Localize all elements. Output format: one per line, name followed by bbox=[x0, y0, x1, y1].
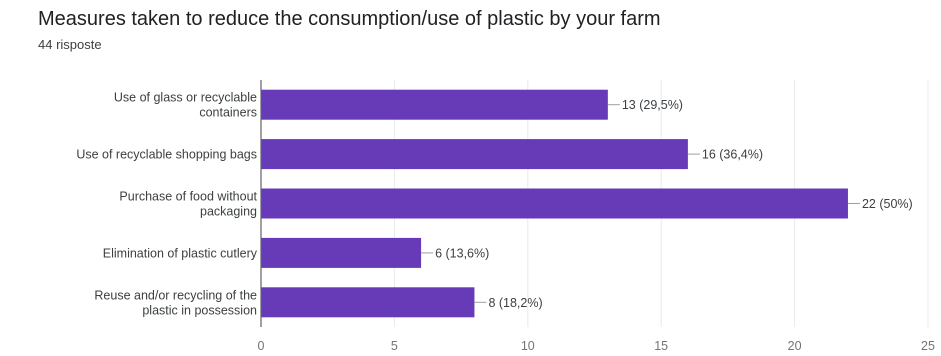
x-tick-label: 15 bbox=[654, 339, 668, 353]
data-label: 6 (13,6%) bbox=[435, 246, 489, 260]
category-label-line: packaging bbox=[200, 205, 257, 219]
bars bbox=[261, 89, 848, 318]
data-label: 22 (50%) bbox=[862, 197, 913, 211]
data-label: 16 (36,4%) bbox=[702, 148, 763, 162]
x-tick-label: 0 bbox=[258, 339, 265, 353]
category-label-line: containers bbox=[199, 106, 257, 120]
x-tick-label: 25 bbox=[921, 339, 935, 353]
bar[interactable] bbox=[261, 237, 422, 268]
category-label: Reuse and/or recycling of the plastic in … bbox=[94, 288, 257, 317]
category-label: Purchase of food without packaging bbox=[119, 190, 257, 219]
x-tick-label: 10 bbox=[521, 339, 535, 353]
bar[interactable] bbox=[261, 89, 608, 120]
category-label-line: plastic in possession bbox=[142, 303, 257, 317]
category-label-line: Purchase of food without bbox=[119, 190, 257, 204]
bar[interactable] bbox=[261, 287, 475, 318]
category-label: Elimination of plastic cutlery bbox=[103, 246, 258, 260]
category-label-line: Elimination of plastic cutlery bbox=[103, 246, 258, 260]
x-tick-label: 20 bbox=[788, 339, 802, 353]
data-label: 13 (29,5%) bbox=[622, 98, 683, 112]
category-label-line: Use of glass or recyclable bbox=[114, 91, 257, 105]
chart-title: Measures taken to reduce the consumption… bbox=[38, 8, 661, 30]
bar[interactable] bbox=[261, 139, 688, 170]
data-labels: 13 (29,5%) 16 (36,4%) 22 (50%) 6 (13,6%) 8 (… bbox=[421, 98, 913, 310]
category-label-line: Reuse and/or recycling of the bbox=[94, 288, 257, 302]
data-label: 8 (18,2%) bbox=[488, 296, 542, 310]
x-axis-ticks: 0 5 10 15 20 25 bbox=[258, 339, 935, 353]
category-label: Use of recyclable shopping bags bbox=[76, 148, 257, 162]
category-label: Use of glass or recyclable containers bbox=[114, 91, 257, 120]
bar[interactable] bbox=[261, 188, 848, 219]
category-labels: Use of glass or recyclable containersUse … bbox=[76, 91, 257, 318]
response-count: 44 risposte bbox=[38, 37, 102, 52]
category-label-line: Use of recyclable shopping bags bbox=[76, 148, 257, 162]
x-tick-label: 5 bbox=[391, 339, 398, 353]
